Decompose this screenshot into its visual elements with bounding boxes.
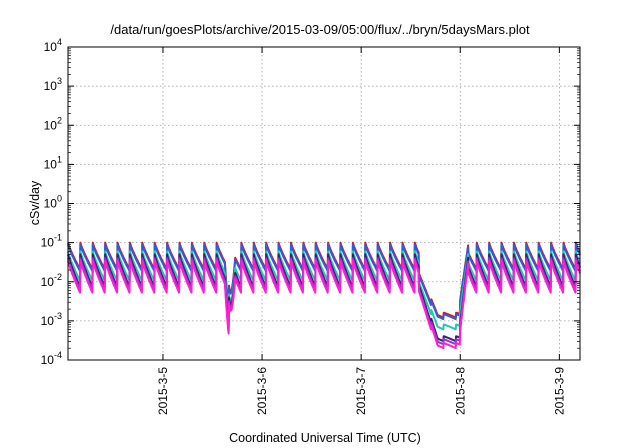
x-tick-label: 2015-3-8 bbox=[453, 367, 467, 415]
y-tick-label: 102 bbox=[44, 115, 62, 132]
y-tick-label: 101 bbox=[44, 154, 62, 171]
y-ticks: 10-4 10-3 10-2 10-1 100 101 102 103 104 bbox=[41, 37, 580, 367]
y-axis-label: cSv/day bbox=[28, 180, 42, 225]
x-tick-label: 2015-3-9 bbox=[552, 367, 566, 415]
x-axis-label: Coordinated Universal Time (UTC) bbox=[229, 431, 421, 445]
series-group bbox=[67, 241, 581, 349]
series-line-2 bbox=[67, 243, 581, 321]
x-tick-label: 2015-3-7 bbox=[354, 367, 368, 415]
y-tick-label: 10-4 bbox=[41, 350, 62, 367]
grid bbox=[68, 47, 580, 360]
chart-title: /data/run/goesPlots/archive/2015-03-09/0… bbox=[110, 22, 530, 37]
y-tick-label: 103 bbox=[44, 76, 62, 93]
series-line-6 bbox=[67, 259, 581, 349]
x-tick-label: 2015-3-6 bbox=[255, 367, 269, 415]
y-tick-label: 10-3 bbox=[41, 311, 62, 328]
series-line-3 bbox=[67, 250, 581, 331]
y-tick-label: 104 bbox=[44, 37, 62, 54]
y-tick-label: 10-2 bbox=[41, 272, 62, 289]
x-tick-label: 2015-3-5 bbox=[156, 367, 170, 415]
x-ticks: 2015-3-5 2015-3-6 2015-3-7 2015-3-8 2015-3-9 bbox=[156, 47, 566, 415]
y-tick-label: 100 bbox=[44, 194, 62, 211]
y-tick-label: 10-1 bbox=[41, 233, 62, 250]
